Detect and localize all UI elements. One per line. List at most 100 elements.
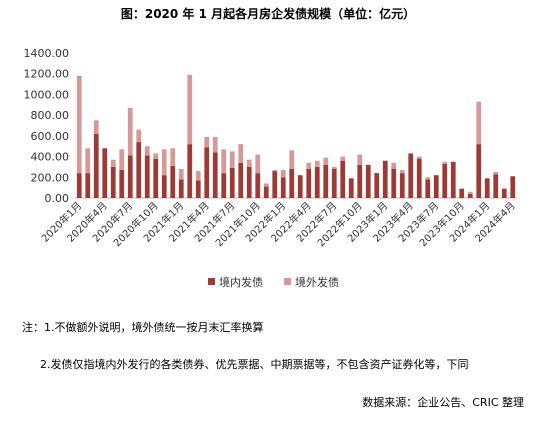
bar [425, 177, 431, 180]
bar [161, 149, 167, 176]
chart-title: 图：2020 年 1 月起各月房企发债规模（单位：亿元） [121, 6, 415, 21]
bar [195, 171, 201, 181]
bar [493, 172, 499, 175]
bar [76, 173, 82, 198]
bar [93, 120, 99, 134]
bar [161, 175, 167, 198]
bar [76, 75, 82, 174]
bar [391, 162, 397, 169]
bar [85, 173, 91, 198]
bar [221, 173, 227, 198]
bar [450, 161, 456, 198]
bar [510, 176, 516, 198]
bar [119, 149, 125, 171]
bar [187, 144, 193, 198]
bar [136, 129, 142, 143]
bar [459, 188, 465, 198]
bar [255, 154, 261, 174]
bar [442, 163, 448, 198]
bar [365, 164, 371, 198]
bar [357, 154, 363, 165]
source: 数据来源：企业公告、CRIC 整理 [362, 395, 524, 409]
bar [110, 159, 116, 167]
y-tick-label: 1400.00 [24, 47, 70, 60]
bar [195, 180, 201, 198]
bar [399, 173, 405, 198]
y-tick-label: 400.00 [31, 151, 70, 164]
bar [433, 175, 439, 198]
bar [382, 160, 388, 198]
bar [229, 151, 235, 168]
bar [399, 170, 405, 174]
bar [289, 169, 295, 198]
bar [127, 155, 133, 198]
bar [136, 142, 142, 198]
bar [467, 193, 473, 198]
bar [280, 170, 286, 178]
bar [272, 170, 278, 172]
bar [357, 164, 363, 198]
bar [246, 166, 252, 198]
bar [493, 174, 499, 198]
legend-swatch [208, 278, 215, 285]
bar [442, 161, 448, 164]
bar [144, 155, 150, 198]
y-tick-label: 600.00 [31, 130, 70, 143]
bar [416, 158, 422, 198]
bar [340, 156, 346, 161]
legend-swatch [284, 278, 291, 285]
bar [178, 169, 184, 180]
bar [204, 147, 210, 198]
bar [323, 157, 329, 165]
bar [416, 156, 422, 159]
bar [221, 149, 227, 174]
bar [323, 164, 329, 198]
bar [263, 186, 269, 198]
bar [127, 107, 133, 156]
bar [170, 165, 176, 198]
bar [391, 169, 397, 198]
bar [170, 148, 176, 166]
bar [238, 162, 244, 198]
y-tick-label: 200.00 [31, 171, 70, 184]
bar [212, 152, 218, 198]
bar [204, 136, 210, 148]
bar [374, 173, 380, 198]
bar [348, 178, 354, 198]
bar [331, 169, 337, 198]
y-tick-label: 1000.00 [24, 88, 70, 101]
bar [280, 177, 286, 198]
bar [297, 175, 303, 198]
legend-label: 境内发债 [219, 275, 263, 289]
bar [229, 167, 235, 198]
bar [119, 170, 125, 198]
bar [476, 144, 482, 198]
bar [306, 169, 312, 198]
bar [110, 166, 116, 198]
bar [178, 179, 184, 198]
bar [153, 158, 159, 198]
bar [144, 146, 150, 156]
bar [238, 144, 244, 163]
y-tick-label: 800.00 [31, 109, 70, 122]
y-tick-label: 1200.00 [24, 68, 70, 81]
bar [212, 136, 218, 153]
bar [314, 160, 320, 167]
bar [289, 150, 295, 169]
bar [272, 171, 278, 198]
legend-label: 境外发债 [295, 275, 339, 289]
bar [306, 162, 312, 169]
bar [408, 153, 414, 198]
bar [425, 179, 431, 198]
bar [246, 159, 252, 167]
note: 注：1.不做额外说明，境外债统一按月末汇率换算 [22, 320, 264, 334]
bar [187, 74, 193, 145]
bar [467, 191, 473, 194]
bar [263, 183, 269, 187]
bar [340, 160, 346, 198]
bar [93, 133, 99, 198]
bar [501, 188, 507, 198]
bar [153, 153, 159, 159]
bar [85, 148, 91, 174]
